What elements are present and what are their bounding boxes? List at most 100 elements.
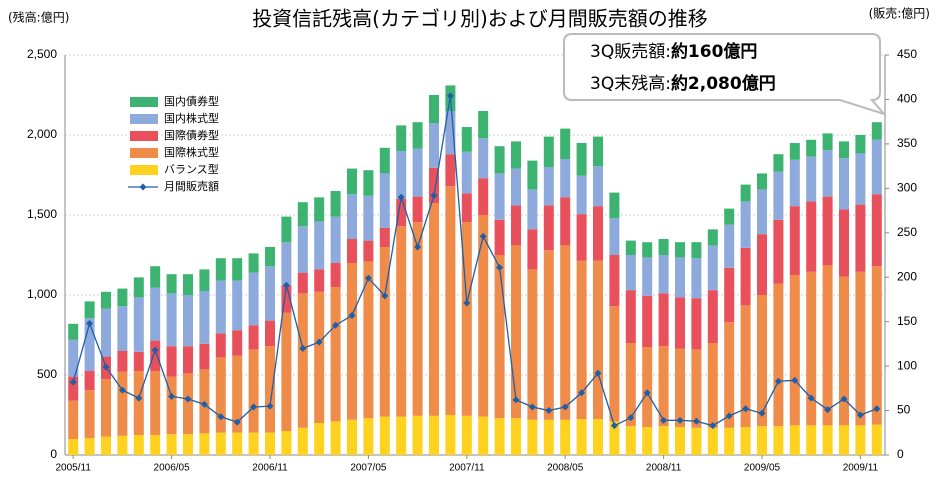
bar	[347, 263, 357, 420]
line-marker	[184, 395, 192, 403]
bar	[150, 340, 161, 371]
bar	[429, 95, 439, 123]
bar	[527, 189, 538, 230]
bar	[560, 245, 571, 420]
bar	[379, 227, 390, 247]
bar	[789, 143, 800, 160]
line-marker	[528, 403, 536, 411]
y-tick-label: 2,500	[27, 47, 57, 61]
bar	[822, 265, 833, 426]
legend-swatch	[130, 165, 158, 175]
bar	[789, 275, 800, 426]
bar	[183, 373, 193, 435]
bar	[199, 291, 210, 344]
bar	[265, 346, 275, 433]
bar	[379, 247, 390, 417]
bar	[461, 222, 472, 416]
line-marker	[643, 389, 651, 397]
bar	[494, 173, 505, 220]
line-marker	[200, 400, 208, 408]
bar	[658, 293, 669, 347]
bar	[215, 357, 226, 433]
bar	[68, 376, 79, 401]
bar	[707, 290, 718, 343]
bar	[232, 330, 243, 356]
bar	[330, 287, 341, 422]
line-marker	[856, 411, 864, 419]
bar	[789, 159, 800, 207]
line-marker	[397, 193, 405, 201]
bar	[740, 201, 751, 248]
bar	[347, 419, 357, 455]
line-marker	[807, 394, 815, 402]
legend-label: 月間販売額	[164, 180, 219, 193]
bar	[822, 133, 833, 151]
bar	[576, 143, 587, 176]
bar	[494, 146, 505, 174]
bar	[330, 191, 341, 217]
bar	[806, 201, 817, 272]
line-marker	[414, 243, 422, 251]
bar	[609, 306, 620, 422]
bar	[740, 427, 751, 455]
bar	[691, 298, 702, 350]
bar	[855, 425, 866, 455]
y-tick-label: 2,000	[27, 127, 57, 141]
bar	[445, 154, 456, 187]
line-marker	[692, 417, 700, 425]
callout-label: 3Q販売額:	[590, 42, 671, 62]
bar	[658, 255, 669, 294]
line-marker	[840, 395, 848, 403]
bar	[822, 196, 833, 266]
bar	[265, 247, 275, 267]
callout-text: 3Q販売額:約160億円	[590, 41, 757, 62]
bar	[68, 439, 79, 455]
bar	[363, 240, 374, 262]
bar	[822, 425, 833, 455]
line-marker	[561, 403, 569, 411]
bar	[560, 159, 571, 198]
chart-title: 投資信託残高(カテゴリ別)および月間販売額の推移	[252, 7, 708, 31]
bar	[625, 290, 636, 343]
bar	[183, 346, 193, 374]
bar	[166, 346, 177, 377]
bar	[691, 258, 702, 299]
bar	[527, 160, 538, 190]
bar	[429, 123, 439, 168]
bar	[740, 184, 751, 202]
bar	[642, 347, 653, 427]
bar	[757, 189, 767, 235]
bar	[707, 229, 718, 246]
bar	[478, 215, 489, 417]
bar	[199, 269, 210, 291]
bar	[576, 419, 587, 455]
legend-label: 国際株式型	[164, 145, 219, 159]
bar	[199, 433, 210, 455]
bar	[396, 199, 407, 227]
bar	[117, 435, 128, 455]
x-tick-label: 2008/11	[646, 463, 682, 474]
bar	[478, 178, 489, 215]
bar	[839, 425, 849, 455]
line-marker	[463, 299, 471, 307]
line-marker	[758, 409, 766, 417]
bar	[314, 197, 325, 222]
legend-swatch	[130, 97, 158, 107]
bar	[330, 216, 341, 263]
bar	[461, 415, 472, 455]
bar	[822, 150, 833, 197]
bar	[265, 432, 275, 455]
y2-tick-label: 100	[897, 358, 917, 372]
legend-swatch	[139, 183, 147, 191]
bar	[511, 245, 521, 419]
bar	[101, 291, 111, 309]
line-marker	[364, 274, 372, 282]
line-marker	[348, 311, 356, 319]
bar	[675, 257, 685, 298]
bar	[675, 348, 685, 427]
bar	[658, 426, 669, 455]
bar	[478, 416, 489, 455]
bar	[478, 138, 489, 179]
bar	[658, 239, 669, 255]
bar	[806, 156, 817, 202]
